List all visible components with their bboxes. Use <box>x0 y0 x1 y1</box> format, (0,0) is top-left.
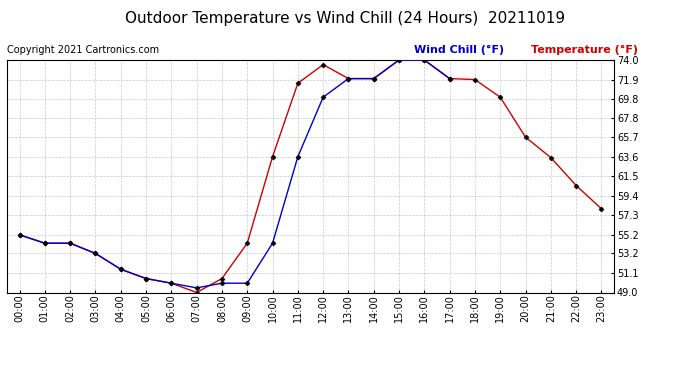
Text: Temperature (°F): Temperature (°F) <box>531 45 638 55</box>
Text: Wind Chill (°F): Wind Chill (°F) <box>414 45 504 55</box>
Text: Copyright 2021 Cartronics.com: Copyright 2021 Cartronics.com <box>7 45 159 55</box>
Text: Outdoor Temperature vs Wind Chill (24 Hours)  20211019: Outdoor Temperature vs Wind Chill (24 Ho… <box>125 11 565 26</box>
